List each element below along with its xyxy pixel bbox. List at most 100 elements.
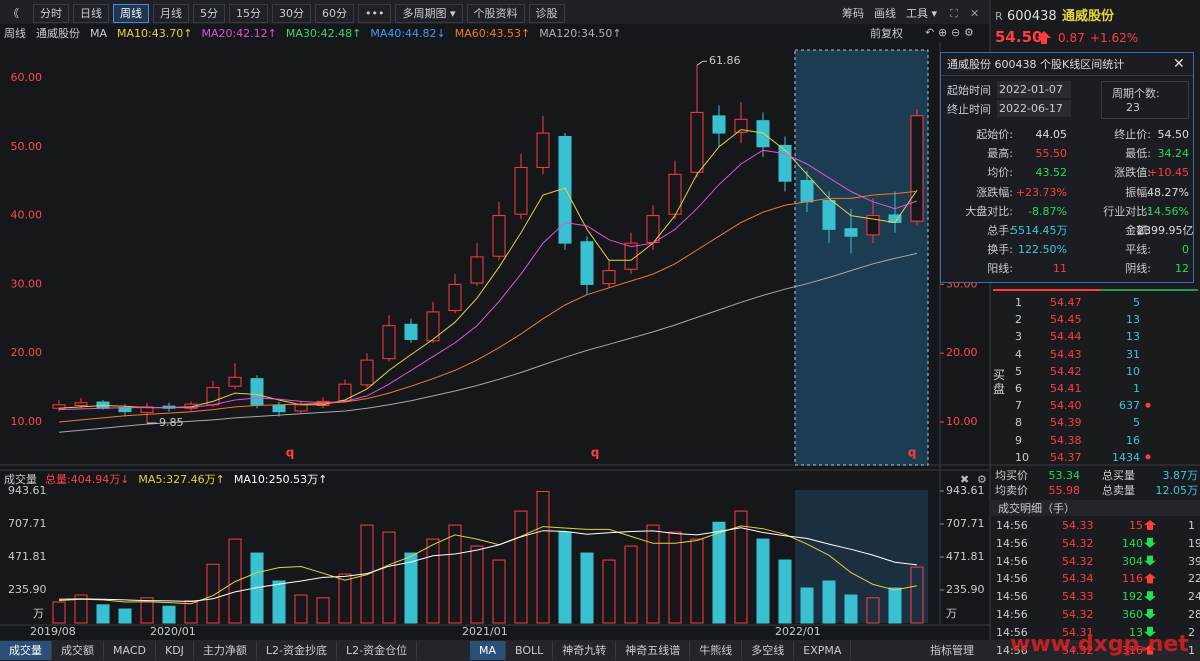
- bid-level: 2: [1015, 313, 1022, 327]
- back-button[interactable]: 《: [8, 7, 19, 20]
- volume-unit-right: 万: [946, 607, 957, 620]
- period-tab[interactable]: 日线: [73, 4, 109, 23]
- overlay-tab[interactable]: 神奇五线谱: [616, 641, 691, 660]
- overlay-tab[interactable]: 神奇九转: [553, 641, 617, 660]
- y-tick-label: 30.00: [11, 277, 43, 290]
- volume-bar: [206, 563, 220, 624]
- stat-label: 涨跌值:: [1114, 166, 1151, 180]
- candle-body: [250, 378, 264, 406]
- indicator-tab[interactable]: L2-资金抄底: [257, 641, 338, 660]
- trade-arrow: [1144, 537, 1156, 548]
- volume-bar: [690, 538, 704, 624]
- candle-body: [800, 180, 814, 203]
- volume-tick-label-right: 471.81: [946, 550, 985, 563]
- stat-label: 大盘对比:: [965, 204, 1013, 218]
- volume-tick-label: 707.71: [8, 517, 47, 530]
- adjust-button[interactable]: 前复权: [870, 27, 903, 40]
- bid-price: 54.45: [1050, 313, 1082, 327]
- trade-time: 14:56: [996, 608, 1028, 621]
- indicator-tab[interactable]: MACD: [104, 641, 156, 660]
- period-tab[interactable]: 5分: [193, 4, 225, 23]
- bid-level: 6: [1015, 382, 1022, 395]
- trade-price: 54.32: [1062, 554, 1094, 568]
- period-tab[interactable]: 诊股: [528, 4, 565, 23]
- ma-label: MA: [90, 27, 108, 40]
- indicator-tab[interactable]: 成交额: [52, 641, 104, 660]
- stat-value: 54.50: [1157, 128, 1190, 141]
- indicator-manage[interactable]: 指标管理: [930, 644, 974, 657]
- trade-volume: 13: [1129, 625, 1143, 639]
- stat-value: 122.50%: [1018, 243, 1067, 257]
- volume-bar: [580, 552, 594, 624]
- overlay-tab[interactable]: 多空线: [742, 641, 795, 660]
- period-tab[interactable]: 个股资料: [466, 4, 525, 23]
- bid-level: 3: [1015, 330, 1022, 344]
- period-tab[interactable]: 15分: [229, 4, 268, 23]
- chart-icon[interactable]: ⚙: [964, 26, 974, 39]
- indicator-tab[interactable]: L2-资金仓位: [337, 641, 418, 660]
- bid-price: 54.39: [1050, 416, 1082, 430]
- indicator-tab[interactable]: KDJ: [156, 641, 194, 660]
- volume-tick-label-right: 707.71: [946, 517, 985, 530]
- indicator-tab[interactable]: 主力净额: [194, 641, 257, 660]
- popup-close[interactable]: ✕: [1173, 56, 1185, 72]
- volume-bar: [338, 573, 352, 624]
- candle-body: [470, 256, 484, 284]
- trade-count: 19: [1188, 536, 1200, 550]
- bid-flag: [1145, 402, 1151, 408]
- overlay-tab[interactable]: EXPMA: [794, 641, 852, 660]
- period-tab[interactable]: 多周期图 ▾: [395, 4, 463, 23]
- trade-time: 14:56: [996, 554, 1028, 568]
- period-tab[interactable]: 60分: [315, 4, 354, 23]
- candle-body: [448, 283, 462, 312]
- tool-button[interactable]: 工具 ▾: [906, 7, 938, 20]
- bottom-bar-bg: [0, 640, 1200, 661]
- period-tab[interactable]: 30分: [272, 4, 311, 23]
- trades-title: 成交明细（手）: [998, 502, 1075, 515]
- window-icon[interactable]: ✕: [970, 7, 980, 20]
- candle-body: [866, 215, 880, 236]
- ma-line: [58, 149, 918, 411]
- period-tab[interactable]: •••: [358, 4, 392, 23]
- stat-label: 涨跌幅:: [976, 185, 1013, 199]
- stat-value: 55.50: [1035, 147, 1068, 161]
- chart-icon[interactable]: ⊖: [951, 26, 961, 39]
- period-tab[interactable]: 分时: [33, 4, 69, 23]
- volume-legend-item: MA10:250.53万↑: [233, 473, 328, 486]
- indicator-tab[interactable]: 成交量: [0, 641, 52, 660]
- period-tab[interactable]: 月线: [153, 4, 189, 23]
- trade-count: 39: [1188, 554, 1200, 568]
- stat-value: 43.52: [1035, 166, 1068, 180]
- bid-level: 7: [1015, 399, 1022, 413]
- volume-bar: [162, 605, 176, 624]
- ma-line: [58, 129, 918, 409]
- tool-button[interactable]: 画线: [874, 7, 896, 20]
- period-tab[interactable]: 周线: [113, 4, 149, 23]
- y-tick-label: 10.00: [11, 415, 43, 428]
- overlay-tab[interactable]: MA: [470, 641, 507, 660]
- volume-bar: [668, 531, 682, 624]
- candle-body: [756, 120, 770, 148]
- candle-body: [382, 325, 396, 360]
- bid-price: 54.44: [1050, 330, 1082, 344]
- summary-label: 总买量: [1102, 469, 1135, 482]
- overlay-tab[interactable]: BOLL: [506, 641, 554, 660]
- volume-legend-item: 总量:404.94万↓: [45, 473, 130, 486]
- candle-body: [822, 199, 836, 230]
- chart-icon[interactable]: ⊕: [938, 26, 948, 39]
- overlay-tab[interactable]: 牛熊线: [690, 641, 743, 660]
- stat-label: 阳线:: [987, 262, 1013, 276]
- x-tick-label: 2019/08: [30, 625, 76, 638]
- watermark: www.dxgp.net: [1010, 632, 1189, 657]
- tool-button[interactable]: 筹码: [842, 7, 864, 20]
- chart-icon[interactable]: ↶: [925, 26, 935, 39]
- overlay-tabs: MA BOLL 神奇九转 神奇五线谱 牛熊线 多空线 EXPMA: [470, 641, 852, 660]
- bid-volume: 5: [1133, 416, 1140, 430]
- trade-price: 54.34: [1062, 572, 1094, 586]
- volume-icon[interactable]: ✖: [960, 473, 970, 486]
- window-icon[interactable]: ⛶: [950, 7, 958, 20]
- stat-value: 12: [1175, 262, 1189, 276]
- stat-label: 起始价:: [976, 128, 1013, 141]
- volume-icon[interactable]: ⚙: [977, 473, 987, 486]
- bid-flag: [1145, 454, 1151, 460]
